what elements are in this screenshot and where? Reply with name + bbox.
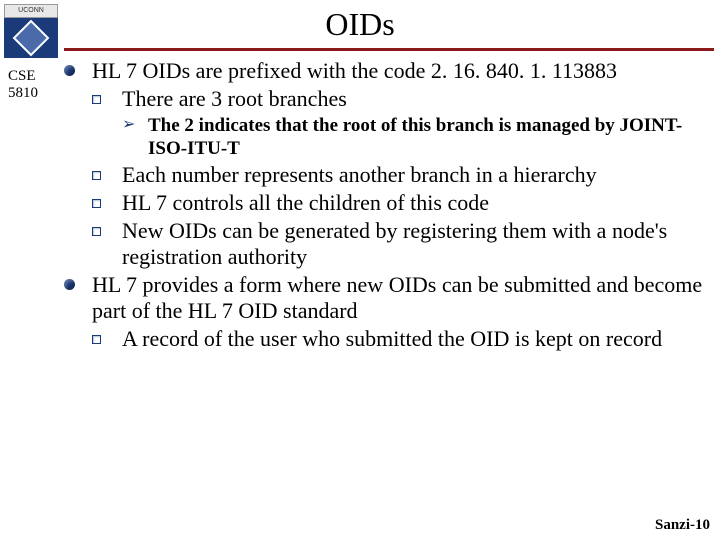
list-item: HL 7 OIDs are prefixed with the code 2. … [64, 58, 704, 84]
slide-title: OIDs [0, 6, 720, 43]
bullet-text: The 2 indicates that the root of this br… [148, 114, 704, 160]
list-item: HL 7 controls all the children of this c… [92, 190, 704, 216]
bullet-text: Each number represents another branch in… [122, 162, 597, 188]
square-bullet-icon [92, 326, 122, 352]
bullet-text: There are 3 root branches [122, 86, 347, 112]
bullet-text: A record of the user who submitted the O… [122, 326, 662, 352]
slide-content: HL 7 OIDs are prefixed with the code 2. … [64, 58, 704, 354]
list-item: A record of the user who submitted the O… [92, 326, 704, 352]
circle-bullet-icon [64, 58, 92, 84]
course-label: CSE 5810 [8, 68, 38, 101]
circle-bullet-icon [64, 272, 92, 324]
course-code-1: CSE [8, 68, 36, 84]
slide-footer: Sanzi-10 [655, 517, 710, 534]
list-item: There are 3 root branches [92, 86, 704, 112]
square-bullet-icon [92, 162, 122, 188]
bullet-text: HL 7 OIDs are prefixed with the code 2. … [92, 58, 617, 84]
course-code-2: 5810 [8, 85, 38, 101]
square-bullet-icon [92, 190, 122, 216]
arrow-bullet-icon: ➢ [122, 114, 148, 160]
list-item: HL 7 provides a form where new OIDs can … [64, 272, 704, 324]
square-bullet-icon [92, 218, 122, 270]
bullet-text: HL 7 provides a form where new OIDs can … [92, 272, 704, 324]
list-item: Each number represents another branch in… [92, 162, 704, 188]
square-bullet-icon [92, 86, 122, 112]
list-item: ➢ The 2 indicates that the root of this … [122, 114, 704, 160]
bullet-text: New OIDs can be generated by registering… [122, 218, 704, 270]
list-item: New OIDs can be generated by registering… [92, 218, 704, 270]
title-underline [64, 48, 714, 51]
bullet-text: HL 7 controls all the children of this c… [122, 190, 489, 216]
